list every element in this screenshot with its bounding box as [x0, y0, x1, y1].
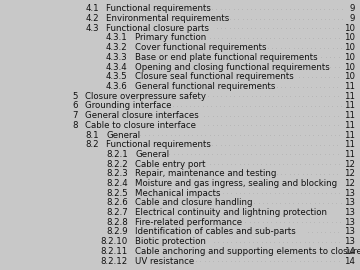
Text: Functional requirements: Functional requirements	[106, 4, 211, 14]
Text: Cable and closure handling: Cable and closure handling	[135, 198, 252, 207]
Text: Opening and closing functional requirements: Opening and closing functional requireme…	[135, 63, 330, 72]
Text: 10: 10	[343, 24, 355, 33]
Text: 8.1: 8.1	[85, 130, 99, 140]
Text: 4.3: 4.3	[85, 24, 99, 33]
Text: General closure interfaces: General closure interfaces	[85, 111, 198, 120]
Text: 8.2.8: 8.2.8	[106, 218, 128, 227]
Text: 10: 10	[343, 72, 355, 81]
Text: Functional closure parts: Functional closure parts	[106, 24, 209, 33]
Text: 11: 11	[343, 140, 355, 149]
Text: Environmental requirements: Environmental requirements	[106, 14, 229, 23]
Text: Functional requirements: Functional requirements	[106, 140, 211, 149]
Text: Cable to closure interface: Cable to closure interface	[85, 121, 195, 130]
Text: 13: 13	[343, 218, 355, 227]
Text: 4.3.5: 4.3.5	[106, 72, 128, 81]
Text: 11: 11	[343, 102, 355, 110]
Text: 8: 8	[72, 121, 77, 130]
Text: 14: 14	[343, 256, 355, 266]
Text: 4.1: 4.1	[85, 4, 99, 14]
Text: Grounding interface: Grounding interface	[85, 102, 171, 110]
Text: 14: 14	[343, 247, 355, 256]
Text: 10: 10	[343, 63, 355, 72]
Text: General: General	[135, 150, 169, 159]
Text: 4.2: 4.2	[85, 14, 99, 23]
Text: 12: 12	[343, 169, 355, 178]
Text: Fire-related performance: Fire-related performance	[135, 218, 242, 227]
Text: 11: 11	[343, 150, 355, 159]
Text: 13: 13	[343, 208, 355, 217]
Text: Cable anchoring and supporting elements to closure: Cable anchoring and supporting elements …	[135, 247, 360, 256]
Text: 8.2.7: 8.2.7	[106, 208, 128, 217]
Text: 8.2.3: 8.2.3	[106, 169, 128, 178]
Text: 4.3.3: 4.3.3	[106, 53, 128, 62]
Text: Repair, maintenance and testing: Repair, maintenance and testing	[135, 169, 276, 178]
Text: Primary function: Primary function	[135, 33, 206, 42]
Text: 6: 6	[72, 102, 77, 110]
Text: General functional requirements: General functional requirements	[135, 82, 275, 91]
Text: 13: 13	[343, 237, 355, 246]
Text: 13: 13	[343, 198, 355, 207]
Text: 7: 7	[72, 111, 77, 120]
Text: 8.2.4: 8.2.4	[106, 179, 128, 188]
Text: 13: 13	[343, 189, 355, 198]
Text: 4.3.4: 4.3.4	[106, 63, 128, 72]
Text: 8.2.11: 8.2.11	[100, 247, 128, 256]
Text: 8.2.6: 8.2.6	[106, 198, 128, 207]
Text: Cable entry port: Cable entry port	[135, 160, 206, 168]
Text: Base or end plate functional requirements: Base or end plate functional requirement…	[135, 53, 318, 62]
Text: Electrical continuity and lightning protection: Electrical continuity and lightning prot…	[135, 208, 327, 217]
Text: 5: 5	[72, 92, 77, 101]
Text: 11: 11	[343, 121, 355, 130]
Text: 10: 10	[343, 43, 355, 52]
Text: 8.2.10: 8.2.10	[100, 237, 128, 246]
Text: 12: 12	[343, 179, 355, 188]
Text: 10: 10	[343, 33, 355, 42]
Text: 8.2.9: 8.2.9	[106, 228, 128, 237]
Text: 12: 12	[343, 160, 355, 168]
Text: 11: 11	[343, 82, 355, 91]
Text: 8.2.12: 8.2.12	[100, 256, 128, 266]
Text: General: General	[106, 130, 140, 140]
Text: Mechanical impacts: Mechanical impacts	[135, 189, 220, 198]
Text: 10: 10	[343, 53, 355, 62]
Text: 4.3.1: 4.3.1	[106, 33, 128, 42]
Text: 8.2.5: 8.2.5	[106, 189, 128, 198]
Text: 8.2.1: 8.2.1	[106, 150, 128, 159]
Text: Cover functional requirements: Cover functional requirements	[135, 43, 266, 52]
Text: 8.2.2: 8.2.2	[106, 160, 128, 168]
Text: 11: 11	[343, 130, 355, 140]
Text: 4.3.2: 4.3.2	[106, 43, 128, 52]
Text: Closure seal functional requirements: Closure seal functional requirements	[135, 72, 294, 81]
Text: 11: 11	[343, 111, 355, 120]
Text: Moisture and gas ingress, sealing and blocking: Moisture and gas ingress, sealing and bl…	[135, 179, 337, 188]
Text: Biotic protection: Biotic protection	[135, 237, 206, 246]
Text: 9: 9	[349, 4, 355, 14]
Text: Identification of cables and sub-parts: Identification of cables and sub-parts	[135, 228, 296, 237]
Text: Closure overpressure safety: Closure overpressure safety	[85, 92, 206, 101]
Text: UV resistance: UV resistance	[135, 256, 194, 266]
Text: 11: 11	[343, 92, 355, 101]
Text: 9: 9	[349, 14, 355, 23]
Text: 8.2: 8.2	[85, 140, 99, 149]
Text: 4.3.6: 4.3.6	[106, 82, 128, 91]
Text: 13: 13	[343, 228, 355, 237]
